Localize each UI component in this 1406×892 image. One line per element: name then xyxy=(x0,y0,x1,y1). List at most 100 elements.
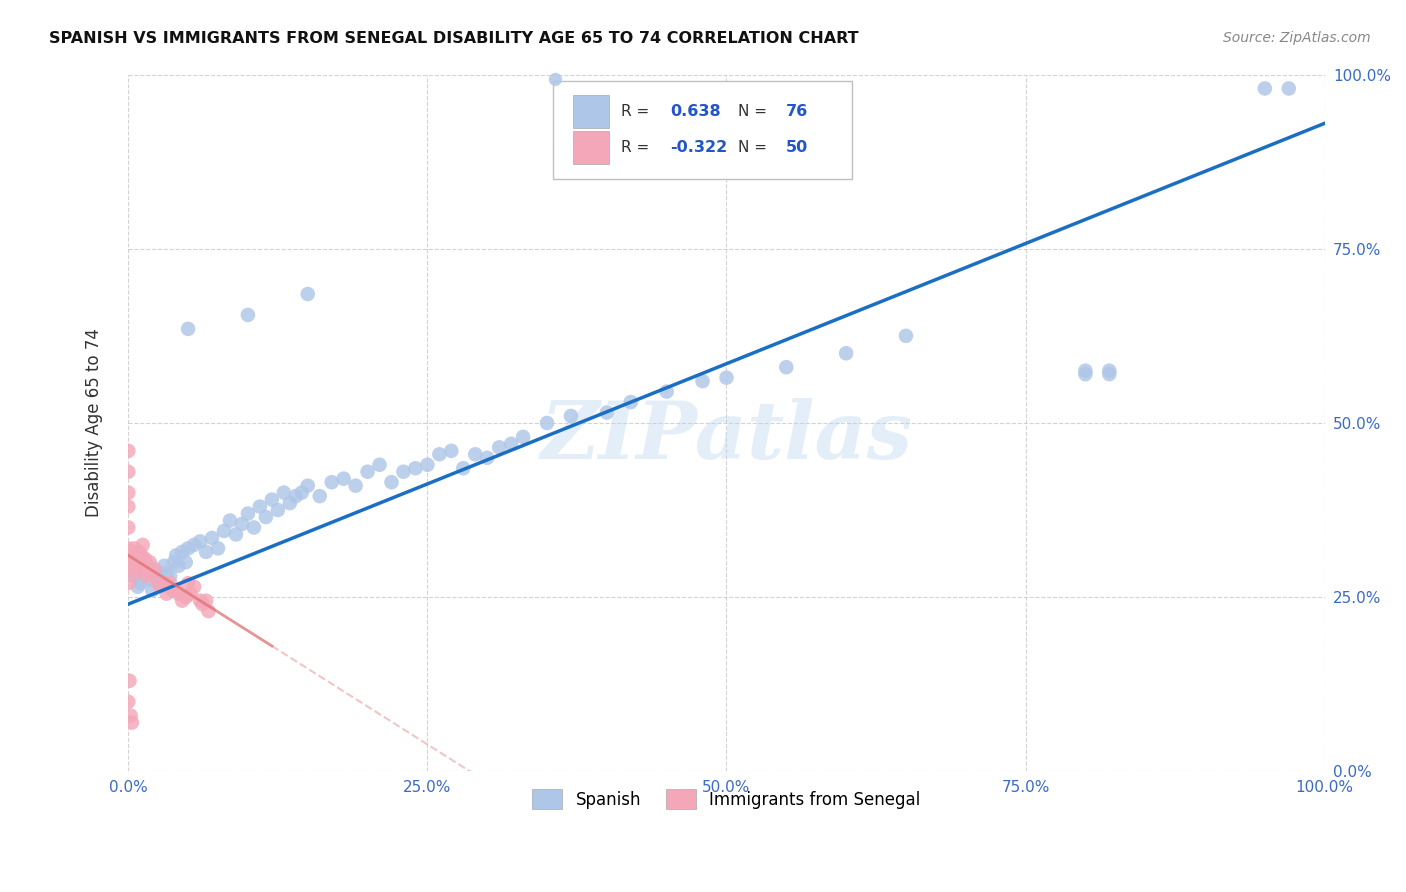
Point xyxy=(121,715,143,730)
Point xyxy=(138,562,160,576)
Point xyxy=(149,580,172,594)
Point xyxy=(165,583,187,598)
Point xyxy=(297,478,319,492)
Point xyxy=(117,485,139,500)
Point xyxy=(118,673,141,688)
Point xyxy=(278,496,301,510)
Point xyxy=(124,558,146,573)
Point xyxy=(183,580,205,594)
Point xyxy=(117,500,139,514)
Point xyxy=(120,708,142,723)
Text: SPANISH VS IMMIGRANTS FROM SENEGAL DISABILITY AGE 65 TO 74 CORRELATION CHART: SPANISH VS IMMIGRANTS FROM SENEGAL DISAB… xyxy=(49,31,859,46)
Point xyxy=(172,545,194,559)
Point xyxy=(392,465,415,479)
Text: ZIPatlas: ZIPatlas xyxy=(540,398,912,475)
Text: 76: 76 xyxy=(786,104,808,119)
Point xyxy=(153,558,176,573)
Point xyxy=(153,576,176,591)
Point xyxy=(159,576,181,591)
Text: Source: ZipAtlas.com: Source: ZipAtlas.com xyxy=(1223,31,1371,45)
Point xyxy=(117,520,139,534)
Point xyxy=(141,583,163,598)
Point xyxy=(291,485,314,500)
Point xyxy=(139,573,162,587)
Point xyxy=(128,545,150,559)
Point xyxy=(141,566,163,580)
Point xyxy=(163,555,186,569)
Point xyxy=(267,503,290,517)
Point xyxy=(416,458,439,472)
Point xyxy=(117,465,139,479)
Point xyxy=(225,527,247,541)
Point xyxy=(117,555,139,569)
Point xyxy=(125,566,148,580)
Point xyxy=(136,569,159,583)
Point xyxy=(477,450,499,465)
Point xyxy=(254,510,277,524)
Point xyxy=(243,520,266,534)
Point xyxy=(236,308,259,322)
Point xyxy=(148,566,170,580)
Point xyxy=(440,443,463,458)
Point xyxy=(191,597,214,611)
Point xyxy=(177,322,200,336)
Point xyxy=(174,590,197,604)
Point xyxy=(172,593,194,607)
Point xyxy=(368,458,391,472)
Point xyxy=(188,534,211,549)
Point xyxy=(131,549,153,563)
Point xyxy=(894,329,917,343)
Point xyxy=(308,489,330,503)
FancyBboxPatch shape xyxy=(574,95,609,128)
Point xyxy=(120,562,142,576)
Point xyxy=(332,472,354,486)
Legend: Spanish, Immigrants from Senegal: Spanish, Immigrants from Senegal xyxy=(526,782,928,815)
Point xyxy=(177,541,200,556)
Point xyxy=(321,475,343,490)
Point xyxy=(273,485,295,500)
Point xyxy=(165,549,187,563)
Point xyxy=(134,551,156,566)
Point xyxy=(207,541,229,556)
Point xyxy=(131,562,153,576)
Point xyxy=(501,437,523,451)
Point xyxy=(174,555,197,569)
Point xyxy=(159,569,181,583)
Point xyxy=(775,360,797,375)
Point xyxy=(117,695,139,709)
Point xyxy=(150,576,173,591)
Text: -0.322: -0.322 xyxy=(671,140,727,155)
Point xyxy=(560,409,582,423)
Point xyxy=(655,384,678,399)
Point xyxy=(453,461,475,475)
Point xyxy=(464,447,486,461)
Point xyxy=(356,465,378,479)
Point xyxy=(249,500,271,514)
Point xyxy=(620,395,643,409)
Point xyxy=(188,593,211,607)
Point xyxy=(124,541,146,556)
Y-axis label: Disability Age 65 to 74: Disability Age 65 to 74 xyxy=(86,328,103,517)
Point xyxy=(488,441,510,455)
Point xyxy=(404,461,426,475)
Point xyxy=(231,516,253,531)
Point xyxy=(1254,81,1277,95)
FancyBboxPatch shape xyxy=(574,131,609,164)
Text: R =: R = xyxy=(621,140,650,155)
Point xyxy=(129,576,152,591)
Point xyxy=(284,489,307,503)
Point xyxy=(1098,364,1121,378)
Text: R =: R = xyxy=(621,104,650,119)
Point xyxy=(427,447,450,461)
Point xyxy=(143,569,166,583)
Text: 0.638: 0.638 xyxy=(671,104,721,119)
Point xyxy=(1074,367,1097,381)
Point xyxy=(155,566,177,580)
Point xyxy=(135,555,157,569)
Point xyxy=(344,478,367,492)
Point xyxy=(143,562,166,576)
Point xyxy=(835,346,858,360)
Point xyxy=(197,604,219,618)
Point xyxy=(179,587,201,601)
Point xyxy=(127,551,149,566)
